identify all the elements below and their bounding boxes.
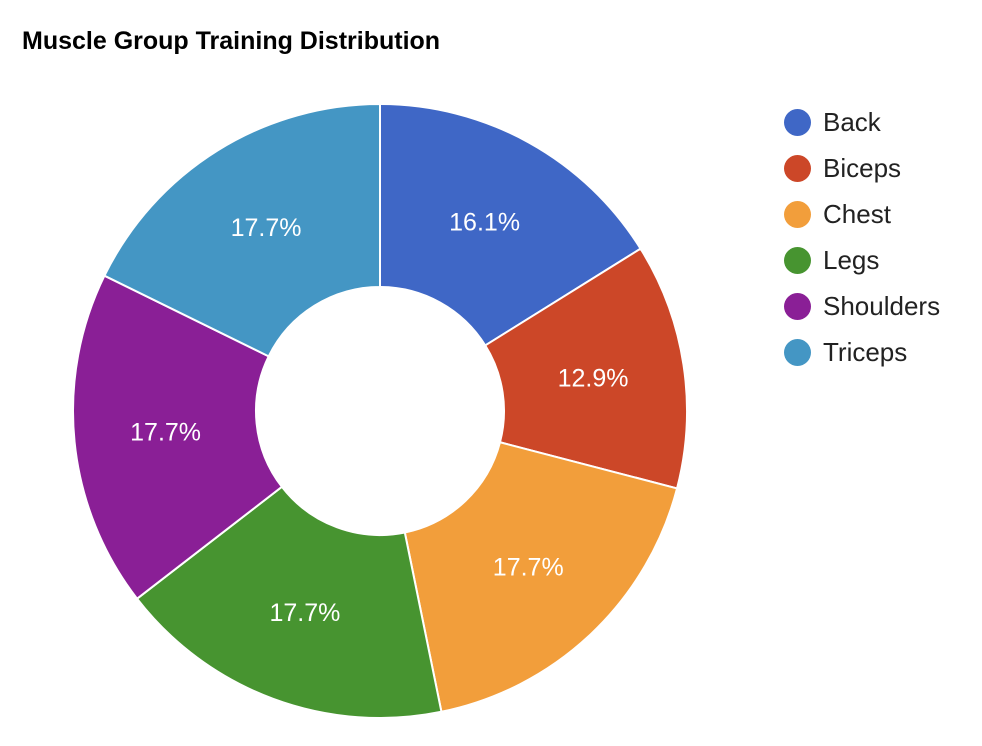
- slice-triceps[interactable]: [103, 102, 381, 358]
- legend-label: Shoulders: [823, 290, 941, 321]
- slice-label-biceps: 12.9%: [558, 365, 629, 393]
- slice-label-shoulders: 17.7%: [130, 419, 201, 447]
- legend-item-biceps[interactable]: Biceps: [784, 145, 940, 191]
- legend-swatch: [784, 200, 811, 228]
- slice-label-legs: 17.7%: [270, 599, 341, 627]
- legend-item-chest[interactable]: Chest: [784, 191, 940, 237]
- legend-swatch: [784, 108, 811, 136]
- legend-item-shoulders[interactable]: Shoulders: [784, 283, 940, 329]
- legend-swatch: [784, 338, 811, 366]
- slice-label-back: 16.1%: [449, 209, 520, 237]
- legend-label: Back: [823, 106, 881, 137]
- legend-swatch: [784, 154, 811, 182]
- legend-label: Legs: [823, 244, 880, 275]
- legend-label: Triceps: [823, 336, 908, 367]
- slice-biceps[interactable]: [483, 247, 688, 490]
- slice-legs[interactable]: [135, 485, 443, 719]
- slice-shoulders[interactable]: [72, 274, 284, 601]
- legend-label: Biceps: [823, 152, 902, 183]
- slice-back[interactable]: [379, 102, 642, 347]
- legend-swatch: [784, 292, 811, 320]
- slice-label-chest: 17.7%: [493, 553, 564, 581]
- legend-item-back[interactable]: Back: [784, 99, 940, 145]
- legend-swatch: [784, 246, 811, 274]
- chart-title: Muscle Group Training Distribution: [22, 27, 441, 55]
- legend-item-legs[interactable]: Legs: [784, 237, 940, 283]
- legend: Back Biceps Chest Legs Shoulders Triceps: [784, 99, 940, 375]
- legend-label: Chest: [823, 198, 891, 229]
- legend-item-triceps[interactable]: Triceps: [784, 329, 940, 375]
- slice-chest[interactable]: [403, 441, 679, 713]
- slice-label-triceps: 17.7%: [231, 214, 302, 242]
